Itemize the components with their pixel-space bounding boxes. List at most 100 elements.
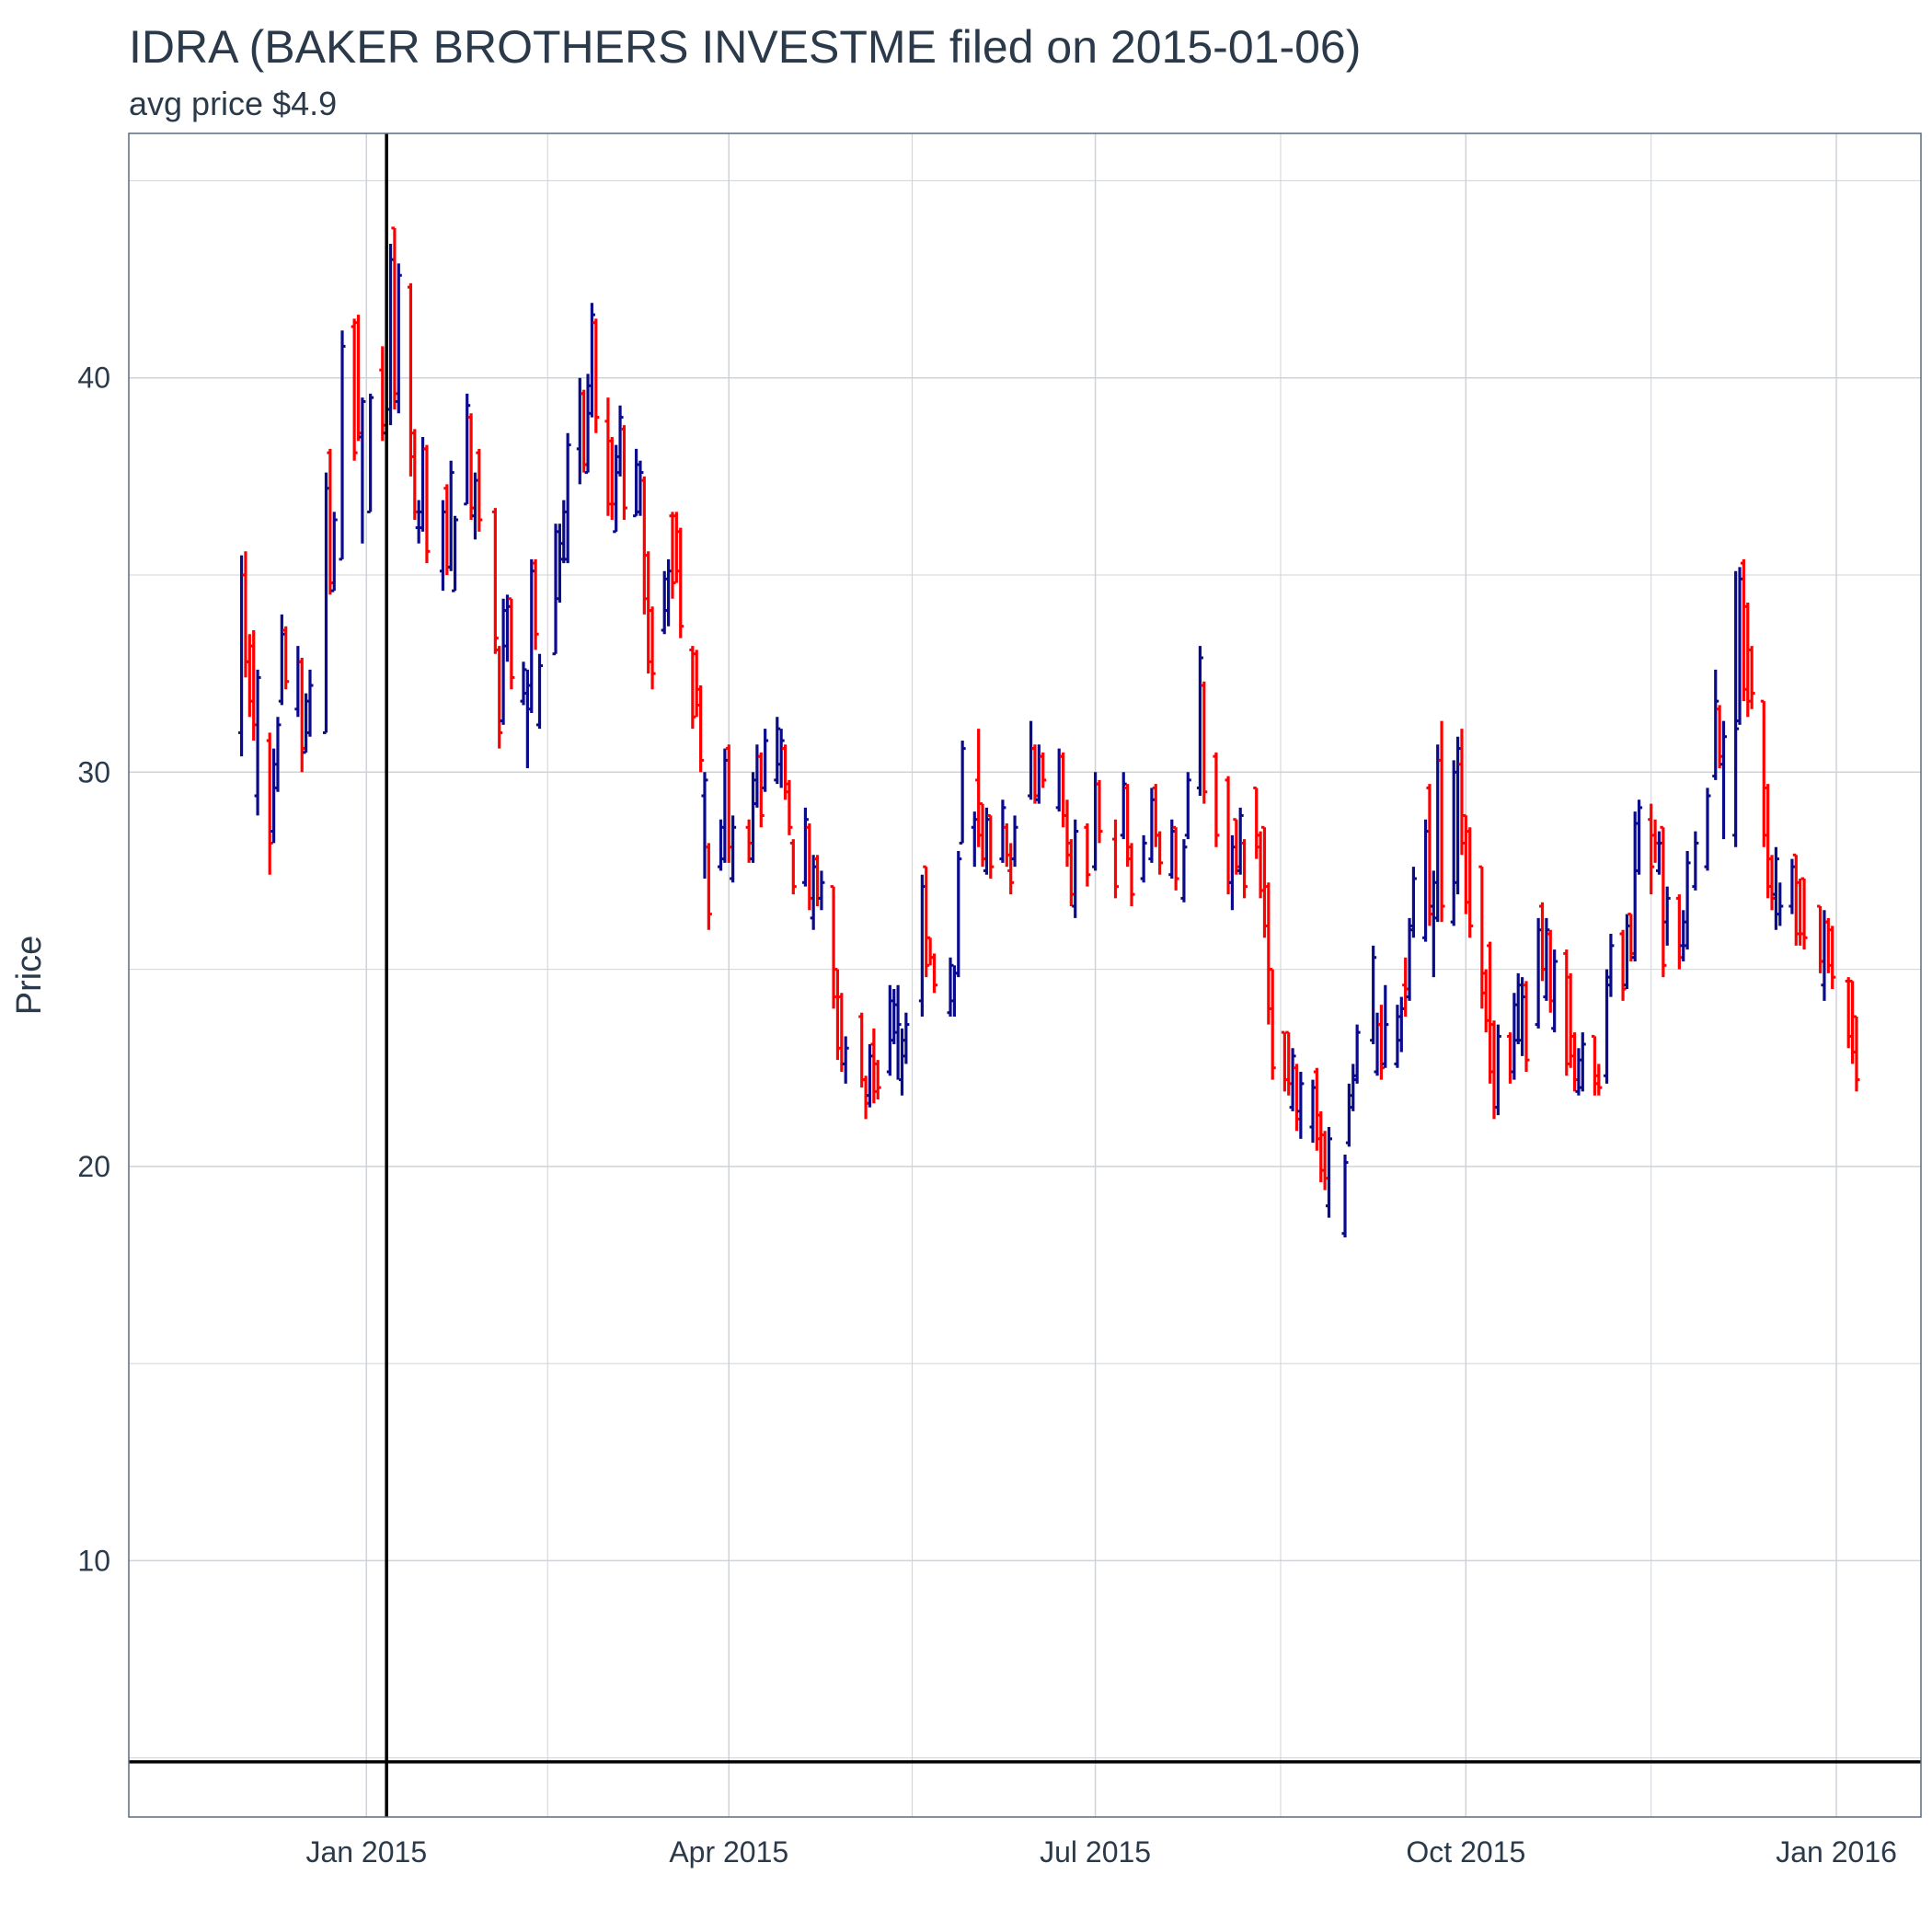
ohlc-bar xyxy=(1409,867,1417,938)
ohlc-bar xyxy=(1792,853,1800,946)
ohlc-bar xyxy=(898,1028,905,1096)
ohlc-bar xyxy=(959,741,966,845)
ohlc-bar xyxy=(1213,752,1220,847)
ohlc-bar xyxy=(806,823,813,911)
ohlc-bar xyxy=(581,389,588,473)
ohlc-bar xyxy=(379,346,386,442)
ohlc-bar xyxy=(476,448,483,532)
ohlc-bar xyxy=(637,460,644,516)
ohlc-bar xyxy=(1140,834,1147,883)
ohlc-bar xyxy=(1241,839,1248,899)
ohlc-bar xyxy=(689,646,696,730)
x-axis: Jan 2015 Apr 2015 Jul 2015 Oct 2015 Jan 2016 xyxy=(305,1835,1896,1869)
ohlc-bar xyxy=(1547,929,1554,1013)
y-tick-label: 40 xyxy=(77,362,110,395)
ohlc-bar xyxy=(1028,720,1035,800)
ohlc-bar xyxy=(693,650,700,718)
ohlc-bar xyxy=(592,318,600,433)
ohlc-bar xyxy=(560,500,568,564)
ohlc-bar xyxy=(1196,646,1203,796)
ohlc-bar xyxy=(508,597,515,690)
ohlc-bar xyxy=(1543,917,1550,1001)
ohlc-bar xyxy=(452,515,459,592)
ohlc-bar xyxy=(830,885,837,1009)
ohlc-bar xyxy=(1853,1015,1860,1092)
ohlc-bar xyxy=(1845,977,1852,1049)
ohlc-bar xyxy=(1704,788,1711,871)
ohlc-bar xyxy=(1744,603,1752,718)
ohlc-bar xyxy=(298,658,305,773)
ohlc-bar xyxy=(1514,972,1522,1044)
ohlc-bar xyxy=(697,685,705,773)
ohlc-bar xyxy=(903,1012,910,1064)
ohlc-bar xyxy=(1180,839,1188,903)
ohlc-bar xyxy=(1748,646,1755,709)
ohlc-bars xyxy=(238,226,1860,1237)
ohlc-bar xyxy=(1655,831,1662,875)
ohlc-bar xyxy=(294,646,302,718)
ohlc-bar xyxy=(447,460,454,571)
ohlc-bar xyxy=(1692,831,1699,891)
ohlc-bar xyxy=(1817,904,1824,973)
ohlc-bar xyxy=(270,748,278,844)
ohlc-bar xyxy=(1506,1032,1513,1084)
ohlc-bar xyxy=(1567,972,1574,1068)
x-tick-label: Jul 2015 xyxy=(1040,1835,1151,1869)
ohlc-bar xyxy=(564,432,571,564)
ohlc-bar xyxy=(1269,968,1276,1080)
ohlc-bar xyxy=(926,936,934,966)
ohlc-bar xyxy=(640,476,648,615)
ohlc-bar xyxy=(471,472,478,540)
ohlc-bar xyxy=(1031,744,1039,804)
ohlc-bar xyxy=(1619,929,1627,1001)
ohlc-bar xyxy=(1148,788,1156,863)
ohlc-bar xyxy=(556,523,563,603)
ohlc-bar xyxy=(894,984,902,1080)
ohlc-bar xyxy=(1253,786,1260,859)
ohlc-bar xyxy=(1684,851,1691,950)
ohlc-bar xyxy=(1377,1005,1385,1080)
ohlc-bar xyxy=(523,669,531,768)
ohlc-bar xyxy=(801,807,809,887)
x-tick-label: Jan 2015 xyxy=(305,1835,427,1869)
ohlc-bar xyxy=(1011,815,1018,868)
ohlc-bar xyxy=(1184,772,1191,840)
ohlc-bar xyxy=(1595,1064,1603,1096)
ohlc-bar xyxy=(306,669,314,737)
ohlc-bar xyxy=(1563,949,1570,1076)
ohlc-bar xyxy=(1228,834,1236,911)
ohlc-bar xyxy=(395,263,402,414)
ohlc-bar xyxy=(1293,1064,1300,1132)
ohlc-bar xyxy=(1680,910,1687,961)
ohlc-bar xyxy=(1430,870,1437,978)
ohlc-bar xyxy=(1788,858,1796,914)
ohlc-bar xyxy=(1225,776,1232,895)
ohlc-bar xyxy=(1765,784,1772,899)
ohlc-bar xyxy=(1455,736,1462,895)
ohlc-bar xyxy=(858,1012,866,1088)
ohlc-bar xyxy=(1434,744,1442,923)
ohlc-bar xyxy=(1772,846,1779,930)
ohlc-bar xyxy=(616,405,624,477)
ohlc-bar xyxy=(862,1075,869,1120)
ohlc-bar xyxy=(1716,705,1723,768)
ohlc-bar xyxy=(886,984,893,1076)
ohlc-bar xyxy=(1055,748,1063,812)
ohlc-bar xyxy=(1285,1030,1293,1096)
ohlc-bar xyxy=(1422,819,1430,942)
ohlc-bar xyxy=(303,693,310,754)
ohlc-bar xyxy=(1675,894,1683,970)
ohlc-bar xyxy=(1172,825,1179,891)
ohlc-bar xyxy=(242,551,249,678)
ohlc-bar xyxy=(1394,1005,1401,1068)
chart-subtitle: avg price $4.9 xyxy=(129,85,338,122)
ohlc-bar xyxy=(1438,720,1445,923)
ohlc-bar xyxy=(1257,831,1264,899)
ohlc-bar xyxy=(254,669,261,816)
ohlc-bar xyxy=(503,594,511,662)
plot-frame xyxy=(128,132,1922,1818)
chart-title: IDRA (BAKER BROTHERS INVESTME filed on 2… xyxy=(129,21,1362,73)
ohlc-bar xyxy=(387,244,395,426)
ohlc-bar xyxy=(467,413,475,520)
